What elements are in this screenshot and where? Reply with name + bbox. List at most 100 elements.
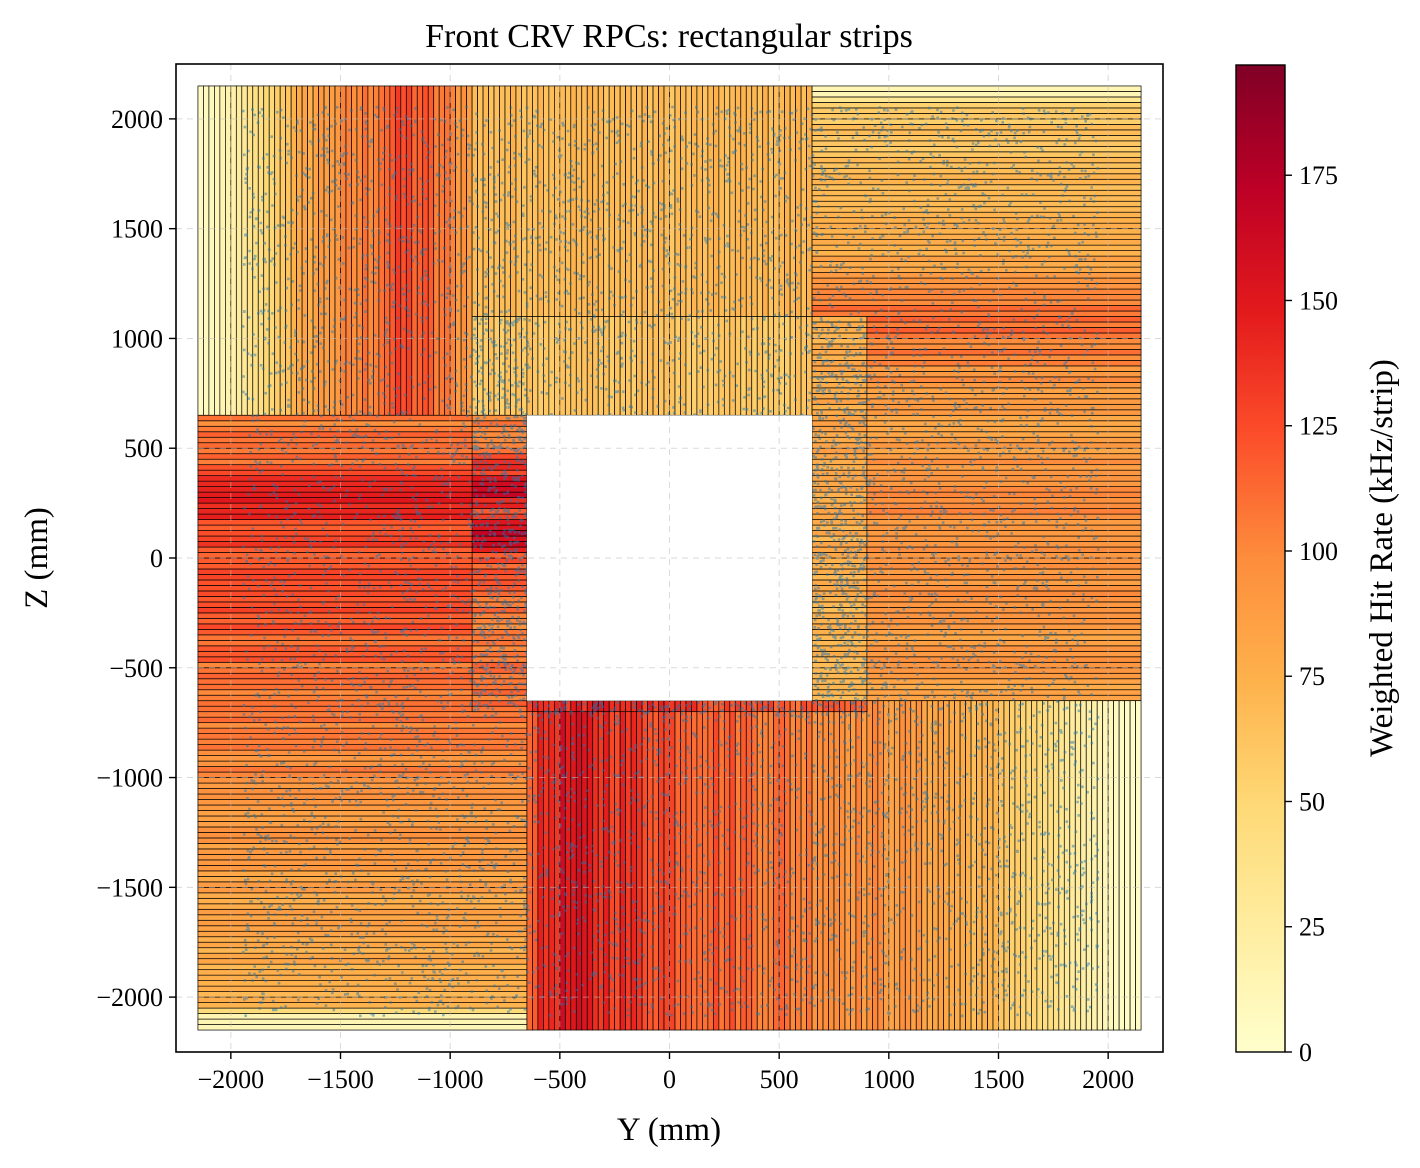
strip xyxy=(652,85,659,317)
strip xyxy=(197,738,528,745)
strip xyxy=(850,700,857,1031)
strip xyxy=(394,85,402,416)
strip xyxy=(811,447,868,455)
strip xyxy=(811,255,1142,262)
strip xyxy=(762,700,769,1031)
strip xyxy=(811,145,1142,153)
strip xyxy=(630,316,637,416)
strip xyxy=(723,700,731,713)
strip xyxy=(1102,700,1109,1031)
strip xyxy=(828,700,835,1031)
strip xyxy=(197,958,528,965)
strip xyxy=(225,85,232,416)
strip xyxy=(575,316,583,416)
colorbar-tick-label: 75 xyxy=(1299,662,1325,691)
strip xyxy=(811,294,1142,301)
strip xyxy=(811,469,868,477)
strip xyxy=(537,700,544,713)
strip xyxy=(619,85,626,317)
strip xyxy=(707,700,714,713)
strip xyxy=(811,96,1142,103)
strip xyxy=(811,85,1142,92)
strip xyxy=(197,892,528,899)
strip xyxy=(1031,700,1038,1031)
strip xyxy=(197,711,528,718)
x-tick-label: −500 xyxy=(533,1065,587,1094)
strip xyxy=(778,85,786,317)
strip xyxy=(811,102,1142,109)
strip xyxy=(762,316,769,416)
strip xyxy=(981,700,988,1031)
strip xyxy=(197,859,528,866)
strip xyxy=(197,1002,528,1009)
y-tick-label: −1000 xyxy=(96,764,163,793)
strip xyxy=(899,700,906,1031)
strip xyxy=(608,316,616,416)
strip xyxy=(471,486,528,493)
strip xyxy=(197,1007,528,1014)
strip xyxy=(811,261,1142,268)
strip xyxy=(471,414,528,422)
colorbar-tick-label: 25 xyxy=(1299,913,1325,942)
strip xyxy=(340,85,347,416)
strip xyxy=(800,700,807,1031)
strip xyxy=(784,316,791,416)
strip xyxy=(658,316,665,416)
strip xyxy=(197,985,528,992)
strip xyxy=(636,85,643,317)
strip xyxy=(630,85,637,317)
strip xyxy=(603,700,610,713)
strip xyxy=(811,453,868,460)
strip xyxy=(691,700,698,713)
strip xyxy=(197,716,528,724)
chart-title: Front CRV RPCs: rectangular strips xyxy=(425,18,913,55)
x-axis: −2000 −1500 −1000 −500 0 500 1000 1500 2000 xyxy=(197,1052,1134,1094)
strip xyxy=(811,113,1142,120)
strip xyxy=(691,85,698,317)
strip xyxy=(652,316,659,416)
strip xyxy=(477,85,484,317)
strip xyxy=(548,316,555,416)
strip xyxy=(197,771,528,778)
strip xyxy=(778,700,786,1031)
strip xyxy=(548,700,555,1031)
strip xyxy=(729,85,736,317)
strip xyxy=(800,316,807,416)
strip xyxy=(575,700,583,1031)
strip xyxy=(532,316,539,416)
strip xyxy=(811,656,868,663)
strip xyxy=(822,700,829,1031)
strip xyxy=(932,700,939,1031)
strip xyxy=(811,283,1142,290)
strip xyxy=(734,85,742,317)
strip xyxy=(685,700,692,1031)
strip xyxy=(811,530,868,537)
strip xyxy=(197,963,528,971)
strip xyxy=(197,1018,528,1025)
strip xyxy=(811,343,868,350)
strip xyxy=(734,316,742,416)
y-axis-title: Z (mm) xyxy=(19,507,55,609)
strip xyxy=(740,85,747,317)
strip xyxy=(197,799,528,806)
strip xyxy=(915,700,923,1031)
y-tick-label: −1500 xyxy=(96,873,163,902)
strip xyxy=(197,815,528,822)
x-tick-label: −1500 xyxy=(307,1065,374,1094)
strip xyxy=(1080,700,1087,1031)
strip xyxy=(532,700,539,1031)
strip xyxy=(1129,700,1136,1031)
strip xyxy=(553,700,561,1031)
strip xyxy=(581,700,588,1031)
strip xyxy=(745,85,753,317)
strip xyxy=(729,700,736,1031)
x-tick-label: −2000 xyxy=(197,1065,264,1094)
strip xyxy=(438,85,446,416)
strip xyxy=(866,700,873,1031)
strip xyxy=(745,700,753,713)
strip xyxy=(806,85,813,317)
strip xyxy=(647,316,654,416)
strip xyxy=(861,700,868,1031)
strip xyxy=(800,85,807,317)
